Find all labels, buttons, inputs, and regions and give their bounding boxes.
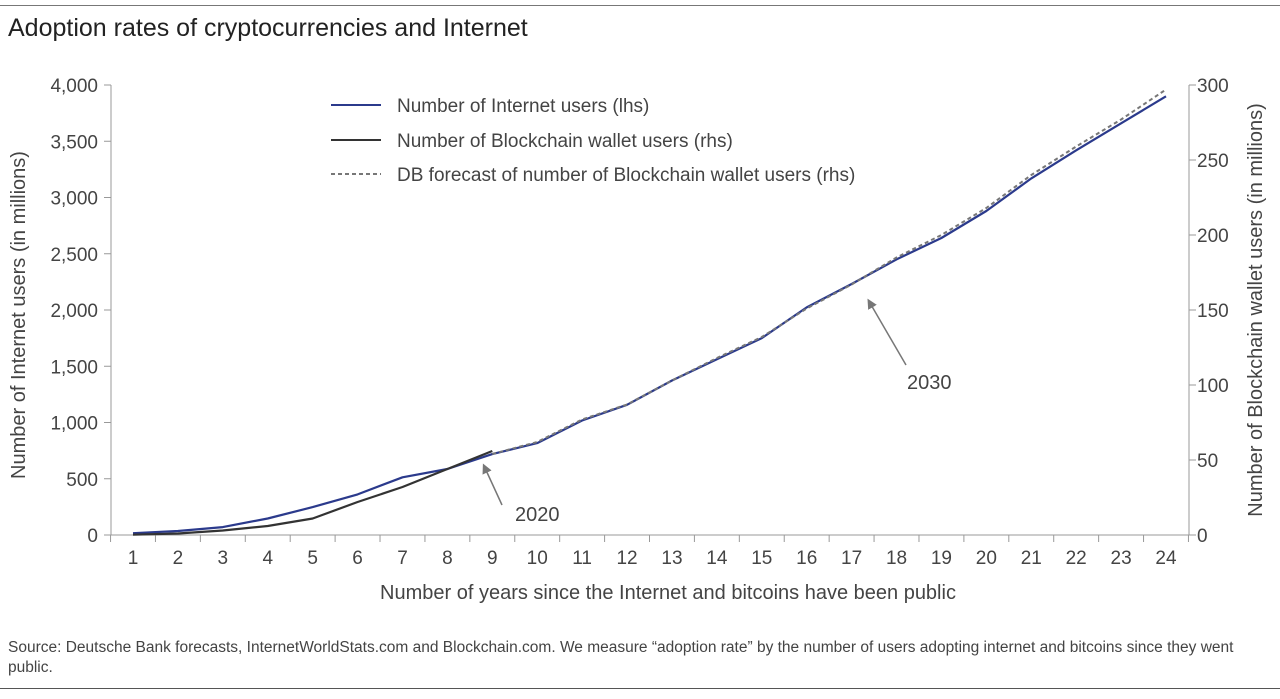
y-right-tick-label: 100 — [1197, 376, 1229, 397]
series-line-2 — [132, 449, 493, 536]
y-left-tick-label: 1,500 — [50, 357, 98, 378]
bottom-rule — [0, 688, 1280, 689]
x-tick-label: 10 — [527, 548, 548, 569]
y-left-tick-label: 2,500 — [50, 245, 98, 266]
tick-labels: 0 500 1,000 1,500 2,000 2,500 3,000 3,500 4,000 0… — [50, 76, 1228, 569]
legend-label-3: DB forecast of number of Blockchain wall… — [397, 165, 855, 186]
y-left-tick-label: 4,000 — [50, 76, 98, 97]
x-tick-label: 24 — [1155, 548, 1177, 569]
axes — [104, 84, 1196, 542]
x-tick-label: 11 — [572, 548, 592, 569]
y-axis-left-title: Number of Internet users (in millions) — [8, 151, 30, 479]
chart: 0 500 1,000 1,500 2,000 2,500 3,000 3,500 4,000 0… — [8, 76, 1267, 604]
x-tick-label: 18 — [886, 548, 907, 569]
x-axis-title: Number of years since the Internet and b… — [380, 582, 956, 604]
y-left-tick-label: 500 — [66, 470, 98, 491]
x-tick-label: 9 — [487, 548, 498, 569]
y-left-tick-label: 3,500 — [50, 132, 98, 153]
x-tick-label: 1 — [128, 548, 139, 569]
y-left-tick-label: 2,000 — [50, 301, 98, 322]
x-tick-label: 3 — [218, 548, 229, 569]
x-tick-label: 17 — [841, 548, 862, 569]
y-right-tick-label: 50 — [1197, 451, 1218, 472]
y-right-tick-label: 0 — [1197, 526, 1208, 547]
top-rule — [0, 5, 1280, 6]
y-left-tick-label: 1,000 — [50, 414, 98, 435]
x-tick-label: 6 — [352, 548, 363, 569]
annotation-arrow-2020 — [482, 463, 503, 506]
chart-title: Adoption rates of cryptocurrencies and I… — [8, 14, 528, 42]
x-tick-label: 14 — [706, 548, 728, 569]
legend-label-2: Number of Blockchain wallet users (rhs) — [397, 131, 733, 152]
series-line-3 — [492, 88, 1167, 455]
x-tick-label: 8 — [442, 548, 453, 569]
series-lines — [132, 88, 1167, 536]
x-tick-label: 13 — [661, 548, 682, 569]
x-tick-label: 4 — [262, 548, 273, 569]
x-tick-label: 19 — [931, 548, 952, 569]
x-tick-label: 2 — [173, 548, 184, 569]
y-left-tick-label: 0 — [87, 526, 98, 547]
x-tick-label: 21 — [1021, 548, 1042, 569]
legend-label-1: Number of Internet users (lhs) — [397, 96, 649, 117]
x-tick-label: 16 — [796, 548, 817, 569]
source-note: Source: Deutsche Bank forecasts, Interne… — [8, 639, 1234, 676]
x-tick-label: 23 — [1111, 548, 1132, 569]
x-tick-label: 7 — [397, 548, 408, 569]
x-tick-label: 20 — [976, 548, 997, 569]
x-tick-label: 5 — [307, 548, 318, 569]
annotation-label-2030: 2030 — [907, 372, 952, 394]
annotation-arrow-2030 — [867, 298, 907, 366]
annotations: 2020 2030 — [482, 298, 952, 526]
series-line-1 — [132, 95, 1167, 535]
y-right-tick-label: 250 — [1197, 151, 1229, 172]
y-right-tick-label: 150 — [1197, 301, 1229, 322]
y-right-tick-label: 200 — [1197, 226, 1229, 247]
y-axis-right-title: Number of Blockchain wallet users (in mi… — [1245, 103, 1267, 516]
y-right-tick-label: 300 — [1197, 76, 1229, 97]
legend: Number of Internet users (lhs) Number of … — [331, 96, 855, 186]
x-tick-label: 15 — [751, 548, 772, 569]
annotation-label-2020: 2020 — [515, 504, 560, 526]
x-tick-label: 12 — [616, 548, 637, 569]
x-tick-label: 22 — [1066, 548, 1087, 569]
y-left-tick-label: 3,000 — [50, 189, 98, 210]
